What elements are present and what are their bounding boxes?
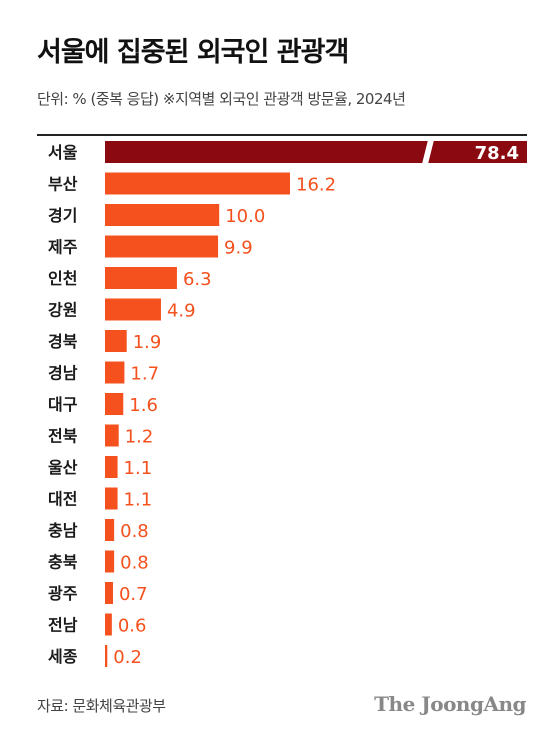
bar [105, 582, 113, 604]
bar [105, 393, 124, 415]
value-label: 10.0 [225, 206, 265, 227]
value-label: 1.1 [124, 490, 153, 511]
category-label: 울산 [48, 458, 78, 477]
category-label: 전남 [48, 616, 78, 635]
publisher-logo: The JoongAng [374, 692, 526, 716]
bar [105, 487, 118, 510]
category-label: 제주 [48, 238, 78, 257]
value-label: 1.2 [125, 427, 154, 448]
bar [105, 361, 125, 384]
category-label: 대전 [48, 490, 77, 509]
category-label: 부산 [48, 175, 78, 194]
value-label: 0.2 [113, 647, 142, 668]
value-label: 78.4 [475, 143, 519, 164]
chart-title: 서울에 집중된 외국인 관광객 [37, 37, 349, 68]
category-label: 전북 [48, 427, 78, 446]
value-label: 6.3 [183, 269, 212, 290]
bar [105, 613, 112, 636]
value-label: 0.8 [120, 521, 149, 542]
category-label: 강원 [48, 301, 77, 320]
bar [105, 235, 219, 258]
category-label: 경북 [48, 332, 78, 351]
value-label: 1.7 [130, 364, 159, 385]
source-note: 자료: 문화체육관광부 [37, 697, 166, 715]
value-label: 16.2 [296, 175, 336, 196]
bar [105, 645, 108, 667]
bar [105, 141, 527, 163]
bar [105, 204, 220, 226]
category-label: 광주 [48, 584, 78, 603]
category-label: 인천 [48, 269, 77, 288]
chart-subtitle: 단위: % (중복 응답) ※지역별 외국인 관광객 방문율, 2024년 [37, 90, 406, 108]
axis-break-mark [422, 140, 434, 164]
value-label: 0.8 [120, 553, 149, 574]
bar [105, 456, 118, 478]
bar [105, 330, 127, 352]
bar [105, 519, 115, 541]
category-label: 경남 [48, 364, 78, 383]
value-label: 0.7 [119, 584, 148, 605]
bar [105, 172, 291, 195]
bar [105, 550, 115, 573]
category-label: 경기 [48, 206, 77, 225]
top-divider [37, 134, 527, 136]
bar [105, 298, 161, 321]
bar [105, 267, 177, 289]
value-label: 9.9 [224, 238, 253, 259]
value-label: 1.9 [133, 332, 162, 353]
value-label: 0.6 [118, 616, 147, 637]
category-label: 충남 [48, 521, 78, 540]
category-label: 서울 [48, 143, 78, 162]
category-label: 충북 [48, 553, 78, 572]
category-label: 세종 [48, 647, 78, 666]
value-label: 4.9 [167, 301, 196, 322]
value-label: 1.1 [124, 458, 153, 479]
value-label: 1.6 [129, 395, 158, 416]
bar [105, 424, 119, 447]
category-label: 대구 [48, 395, 78, 414]
